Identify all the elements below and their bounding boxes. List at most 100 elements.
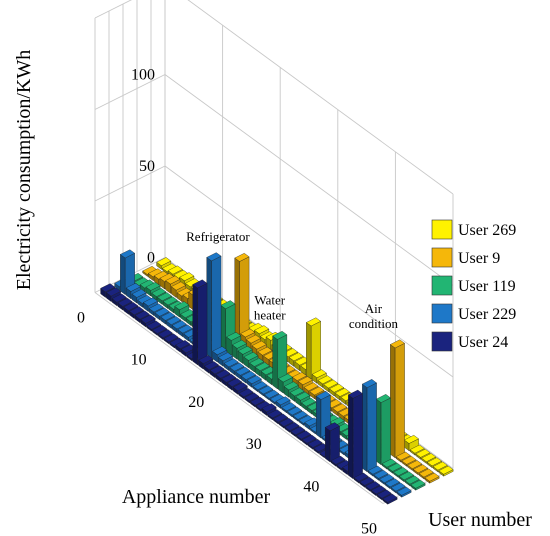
bar-top-face	[243, 351, 259, 361]
bar-top-face	[171, 281, 187, 291]
z-axis-label: Electricity consumption/KWh	[13, 50, 35, 291]
bar-top-face	[198, 355, 214, 364]
bar-top-face	[151, 288, 167, 297]
x-tick-label: 40	[303, 478, 319, 495]
bar-top-face	[163, 333, 179, 343]
bar-top-face	[258, 385, 274, 395]
bar-top-face	[240, 370, 257, 380]
bar-top-face	[281, 402, 297, 412]
bar-top-face	[315, 391, 331, 400]
bar-top-face	[146, 320, 162, 330]
bar	[424, 472, 440, 484]
bar-top-face	[395, 451, 411, 461]
grid-line	[94, 0, 133, 19]
bar-side-face	[329, 425, 340, 463]
legend-swatch	[431, 331, 453, 352]
x-tick-label: 0	[77, 310, 85, 327]
bar	[192, 279, 208, 366]
bar-top-face	[295, 391, 311, 401]
bar	[389, 339, 405, 459]
bar-front-face	[348, 394, 354, 480]
x-axis-label: Appliance number	[122, 486, 271, 508]
bar-top-face	[379, 474, 395, 483]
bar-top-face	[125, 282, 141, 292]
z-tick-label: 0	[147, 250, 155, 267]
bar-top-face	[376, 489, 392, 499]
bar-top-face	[303, 382, 319, 392]
bar	[426, 457, 443, 469]
bar-top-face	[398, 471, 415, 481]
bar-top-face	[347, 389, 363, 399]
bar	[206, 252, 222, 359]
bar-top-face	[203, 361, 219, 370]
bar-top-face	[418, 468, 434, 478]
bar	[305, 317, 322, 380]
y-axis-label: User number	[428, 509, 532, 531]
bar-top-face	[223, 358, 239, 368]
bar-top-face	[215, 369, 231, 379]
bar-top-face	[179, 272, 195, 282]
bar-top-face	[288, 352, 304, 362]
bar	[375, 394, 391, 466]
grid-line	[164, 165, 454, 378]
bar-side-face	[352, 393, 363, 480]
bar-top-face	[209, 365, 225, 375]
bar-side-face	[394, 343, 405, 459]
bar-top-face	[220, 300, 236, 310]
bar-top-face	[231, 339, 247, 349]
bar-top-face	[254, 325, 270, 335]
bar-top-face	[361, 379, 377, 388]
bar-front-face	[120, 254, 126, 295]
legend-swatch	[431, 275, 453, 296]
bar	[382, 493, 398, 505]
bar	[234, 252, 250, 345]
bar-top-face	[156, 257, 172, 266]
bar-top-face	[332, 403, 348, 413]
bar-top-face	[175, 340, 191, 349]
bar-top-face	[254, 362, 271, 371]
bar-top-face	[129, 306, 145, 316]
bar-side-face	[211, 255, 222, 359]
bar-top-face	[296, 430, 312, 440]
annotation-label: Refrigerator	[186, 229, 250, 244]
bar-top-face	[105, 287, 122, 297]
bar-top-face	[330, 455, 346, 465]
legend-label: User 24	[458, 334, 508, 351]
bar-top-face	[212, 346, 228, 356]
bar-top-face	[251, 340, 267, 350]
x-tick-label: 10	[131, 352, 147, 369]
bar-top-face	[421, 453, 437, 462]
bar-top-face	[438, 465, 454, 475]
bar-top-face	[373, 469, 389, 479]
bar-top-face	[410, 479, 426, 489]
bar-top-face	[384, 478, 401, 488]
bar-top-face	[381, 458, 397, 468]
bar	[232, 382, 248, 395]
bar-front-face	[192, 284, 198, 366]
bar-top-face	[123, 302, 139, 311]
bar-top-face	[290, 426, 306, 436]
bar-top-face	[263, 389, 280, 399]
bar-top-face	[152, 324, 168, 334]
bar-top-face	[234, 252, 250, 262]
annotation-label: heater	[254, 307, 286, 322]
bar-front-face	[272, 335, 278, 390]
bar	[275, 396, 291, 409]
grid-line	[94, 165, 166, 202]
bars	[100, 249, 454, 505]
bar-top-face	[226, 331, 242, 341]
legend: User 269 User 9 User 119 User 229 User 24	[431, 219, 516, 352]
bar-top-face	[412, 464, 429, 474]
bar-top-face	[119, 249, 136, 259]
grid	[94, 0, 454, 504]
bar-top-face	[192, 279, 208, 289]
z-tick-label: 50	[139, 158, 155, 175]
bar-top-face	[261, 403, 277, 413]
grid-line	[94, 74, 166, 110]
bar-top-face	[134, 310, 150, 320]
bar-top-face	[307, 438, 323, 448]
bar-top-face	[249, 396, 266, 406]
legend-label: User 119	[458, 278, 516, 295]
